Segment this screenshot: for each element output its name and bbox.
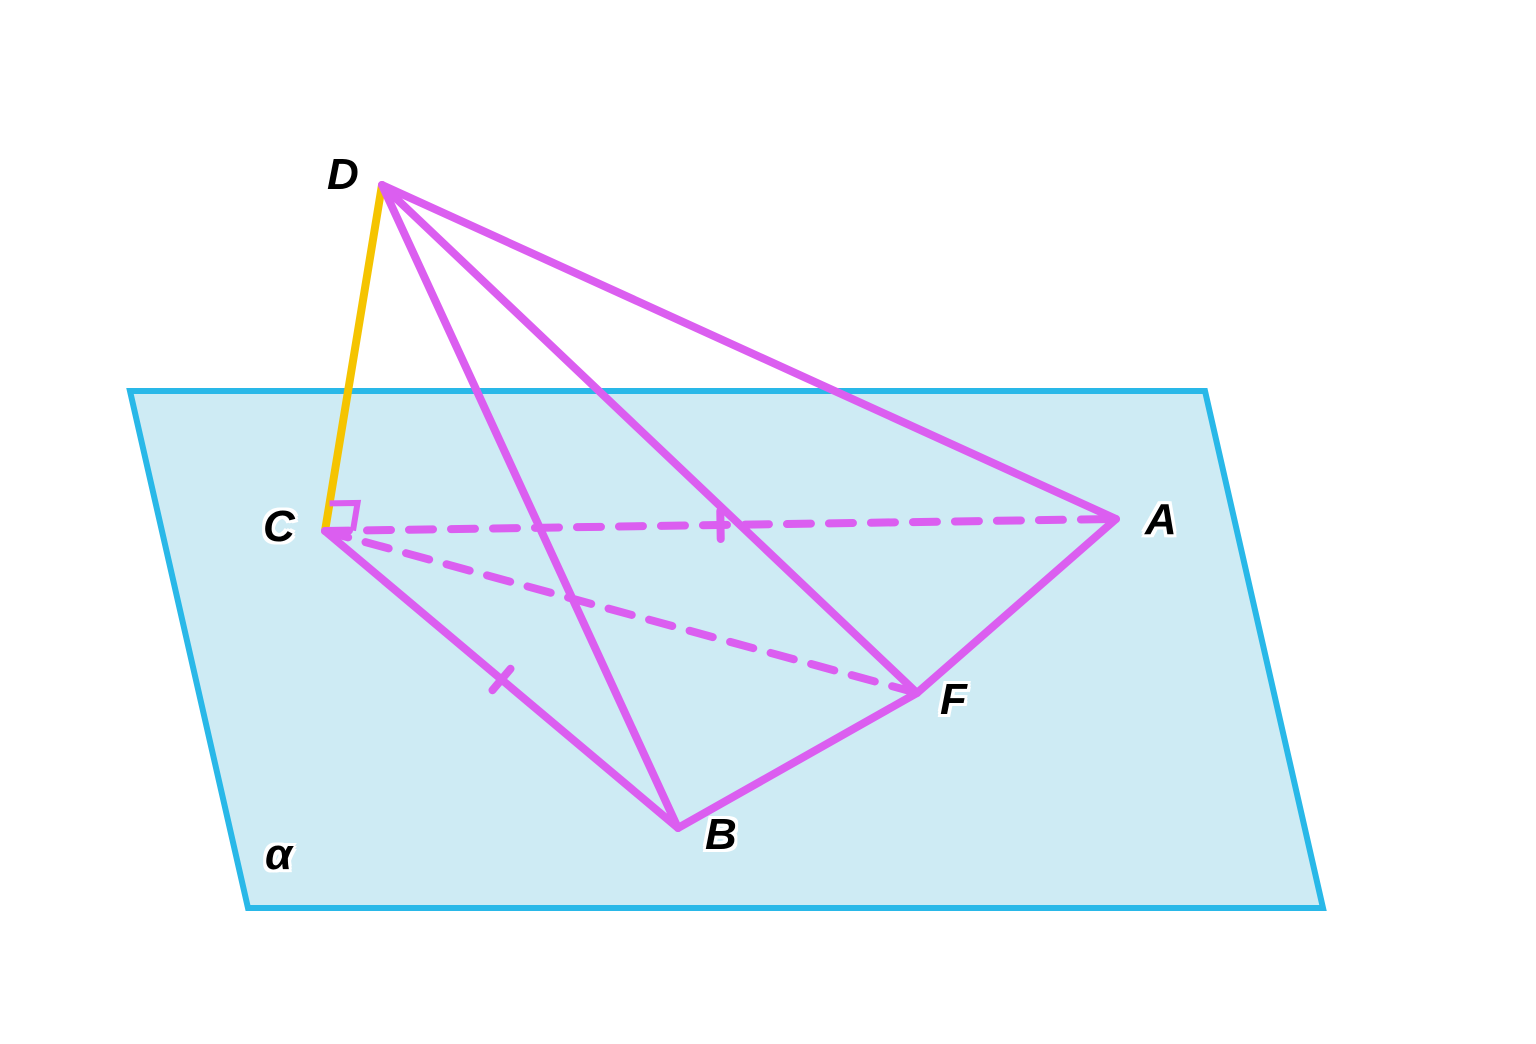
point-label-F: F — [940, 675, 967, 725]
plane-label: α — [265, 830, 292, 880]
point-label-B: B — [705, 810, 737, 860]
geometry-diagram — [0, 0, 1536, 1044]
point-label-A: A — [1145, 495, 1177, 545]
point-label-C: C — [263, 502, 295, 552]
point-label-D: D — [327, 150, 359, 200]
